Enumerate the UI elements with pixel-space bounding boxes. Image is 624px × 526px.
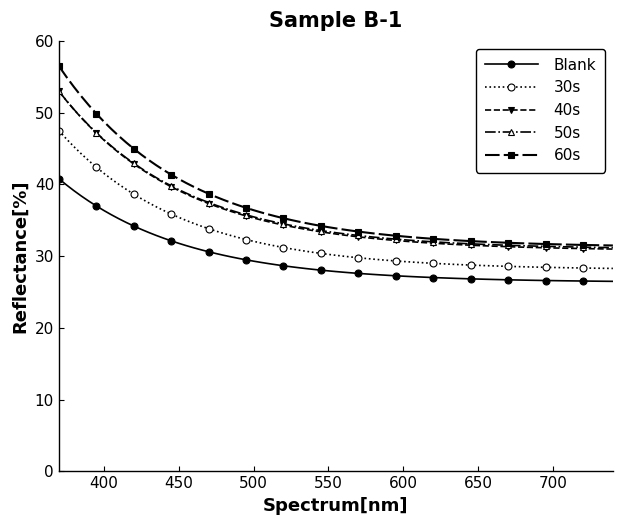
50s xyxy=(609,245,617,251)
Blank xyxy=(512,277,519,283)
Line: 60s: 60s xyxy=(56,63,617,249)
Y-axis label: Reflectance[%]: Reflectance[%] xyxy=(11,179,29,333)
50s xyxy=(55,88,62,94)
50s xyxy=(489,241,497,248)
X-axis label: Spectrum[nm]: Spectrum[nm] xyxy=(263,497,409,515)
30s xyxy=(489,262,497,269)
50s xyxy=(474,241,482,247)
Line: Blank: Blank xyxy=(56,175,617,285)
Legend: Blank, 30s, 40s, 50s, 60s: Blank, 30s, 40s, 50s, 60s xyxy=(475,48,605,173)
40s xyxy=(512,244,519,250)
40s xyxy=(497,243,504,249)
30s xyxy=(100,170,107,176)
Blank xyxy=(497,277,504,283)
30s xyxy=(497,263,504,269)
40s xyxy=(474,242,482,249)
40s xyxy=(609,246,617,252)
30s xyxy=(549,264,557,270)
50s xyxy=(100,136,107,143)
40s xyxy=(55,88,62,94)
30s xyxy=(512,264,519,270)
30s xyxy=(609,265,617,271)
60s xyxy=(55,63,62,69)
Blank xyxy=(55,176,62,182)
50s xyxy=(512,242,519,249)
Blank xyxy=(549,278,557,284)
60s xyxy=(489,239,497,245)
Blank xyxy=(100,207,107,214)
Line: 40s: 40s xyxy=(56,88,617,252)
60s xyxy=(609,242,617,249)
50s xyxy=(549,244,557,250)
Blank xyxy=(474,276,482,282)
60s xyxy=(512,240,519,246)
40s xyxy=(100,137,107,143)
40s xyxy=(549,245,557,251)
60s xyxy=(549,241,557,247)
Blank xyxy=(609,278,617,285)
50s xyxy=(497,242,504,248)
60s xyxy=(100,118,107,125)
Line: 30s: 30s xyxy=(56,127,617,272)
30s xyxy=(55,127,62,134)
60s xyxy=(497,239,504,246)
Line: 50s: 50s xyxy=(56,88,617,251)
30s xyxy=(474,262,482,268)
Blank xyxy=(489,276,497,282)
60s xyxy=(474,238,482,245)
Title: Sample B-1: Sample B-1 xyxy=(269,11,402,31)
40s xyxy=(489,243,497,249)
